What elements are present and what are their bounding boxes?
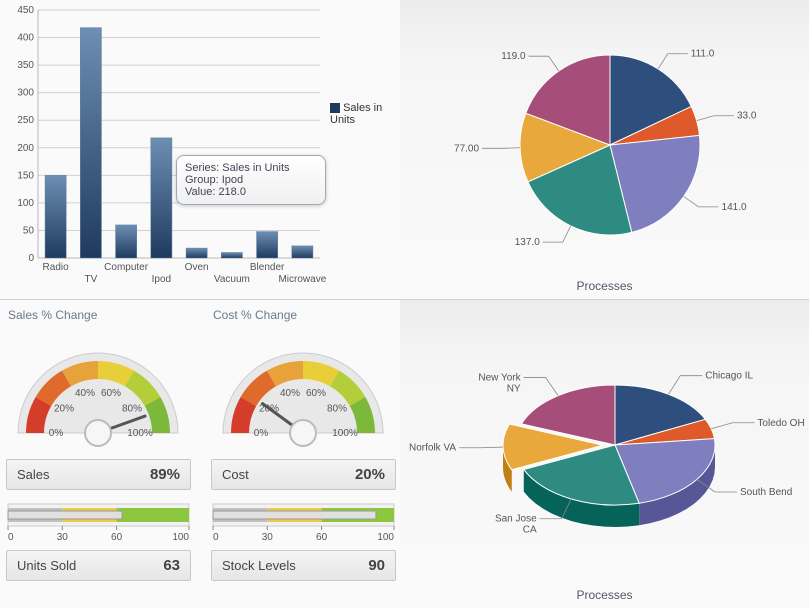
- pie-chart-2: Chicago IL Toledo OH South Bend San JoseCA N…: [400, 300, 809, 608]
- bar-chart: 0 50 100 150 200 250 300 350 400 450 Radio TV Comput…: [0, 0, 400, 300]
- svg-text:100%: 100%: [127, 428, 153, 439]
- svg-text:100: 100: [377, 532, 394, 543]
- cost-gauge-title: Cost % Change: [213, 308, 396, 322]
- svg-text:200: 200: [17, 143, 34, 154]
- svg-text:San Jose: San Jose: [495, 514, 537, 525]
- svg-text:60%: 60%: [306, 388, 326, 399]
- cost-value: 20%: [355, 466, 385, 483]
- svg-text:100: 100: [17, 198, 34, 209]
- tooltip-series: Series: Sales in Units: [185, 162, 317, 174]
- stock-value: 90: [368, 557, 385, 574]
- stock-label: Stock Levels: [222, 558, 296, 573]
- svg-text:0: 0: [213, 532, 219, 543]
- bar-legend: Sales in Units: [330, 102, 400, 126]
- svg-text:New York: New York: [478, 373, 521, 384]
- svg-text:0%: 0%: [254, 428, 269, 439]
- svg-text:111.0: 111.0: [691, 49, 715, 60]
- svg-text:60: 60: [316, 532, 328, 543]
- svg-text:0: 0: [28, 253, 34, 264]
- units-value: 63: [163, 557, 180, 574]
- cost-readout: Cost 20%: [211, 459, 396, 490]
- svg-text:40%: 40%: [280, 388, 300, 399]
- sales-gauge: Sales % Change 0% 20%40% 60%80% 100% Sales …: [6, 304, 191, 490]
- pie2-title: Processes: [400, 588, 809, 602]
- svg-text:Ipod: Ipod: [152, 274, 171, 285]
- svg-text:77.00: 77.00: [454, 143, 479, 154]
- gauges-panel: Sales % Change 0%20%40%60%80%100% Sales …: [0, 300, 400, 608]
- sales-readout: Sales 89%: [6, 459, 191, 490]
- svg-text:Microwave: Microwave: [278, 274, 326, 285]
- svg-text:Toledo OH: Toledo OH: [757, 418, 804, 429]
- cost-label: Cost: [222, 467, 249, 482]
- svg-text:33.0: 33.0: [737, 111, 757, 122]
- svg-text:Computer: Computer: [104, 262, 149, 273]
- sales-label: Sales: [17, 467, 50, 482]
- units-bullet: 0 30 60 100 Units Sold 63: [6, 502, 191, 581]
- pie-chart-1: 111.0 33.0 141.0 137.0 77.00 119.0 Processes: [400, 0, 809, 299]
- sales-value: 89%: [150, 466, 180, 483]
- svg-text:300: 300: [17, 88, 34, 99]
- svg-text:60: 60: [111, 532, 123, 543]
- svg-text:400: 400: [17, 33, 34, 44]
- svg-text:137.0: 137.0: [515, 237, 540, 248]
- svg-text:Oven: Oven: [185, 262, 209, 273]
- svg-text:100: 100: [172, 532, 189, 543]
- legend-swatch: [330, 103, 340, 113]
- svg-text:50: 50: [23, 225, 35, 236]
- svg-text:250: 250: [17, 115, 34, 126]
- svg-text:30: 30: [262, 532, 274, 543]
- svg-text:Chicago IL: Chicago IL: [705, 371, 753, 382]
- svg-text:0: 0: [8, 532, 14, 543]
- svg-text:TV: TV: [84, 274, 97, 285]
- svg-text:Vacuum: Vacuum: [214, 274, 250, 285]
- units-readout: Units Sold 63: [6, 550, 191, 581]
- svg-text:450: 450: [17, 5, 34, 16]
- svg-text:350: 350: [17, 60, 34, 71]
- svg-text:South Bend: South Bend: [740, 487, 792, 498]
- cost-gauge: Cost % Change 0% 20% 40% 60%80% 100% Cost 20…: [211, 304, 396, 490]
- svg-text:119.0: 119.0: [501, 51, 526, 62]
- svg-text:Blender: Blender: [250, 262, 285, 273]
- svg-text:Norfolk VA: Norfolk VA: [409, 443, 456, 454]
- svg-text:150: 150: [17, 170, 34, 181]
- svg-text:80%: 80%: [122, 403, 142, 414]
- stock-readout: Stock Levels 90: [211, 550, 396, 581]
- svg-text:100%: 100%: [332, 428, 358, 439]
- units-label: Units Sold: [17, 558, 76, 573]
- tooltip-group: Group: Ipod: [185, 174, 317, 186]
- tooltip-value: Value: 218.0: [185, 186, 317, 198]
- svg-text:60%: 60%: [101, 388, 121, 399]
- stock-bullet: 0 30 60 100 Stock Levels 90: [211, 502, 396, 581]
- svg-text:40%: 40%: [75, 388, 95, 399]
- svg-text:NY: NY: [507, 384, 521, 395]
- pie1-title: Processes: [400, 279, 809, 293]
- svg-text:0%: 0%: [49, 428, 64, 439]
- svg-text:Radio: Radio: [43, 262, 70, 273]
- svg-text:80%: 80%: [327, 403, 347, 414]
- svg-text:20%: 20%: [54, 403, 74, 414]
- sales-gauge-title: Sales % Change: [8, 308, 191, 322]
- svg-text:CA: CA: [523, 525, 537, 536]
- svg-text:141.0: 141.0: [722, 202, 747, 213]
- bar-tooltip: Series: Sales in Units Group: Ipod Value…: [176, 155, 326, 205]
- svg-text:30: 30: [57, 532, 69, 543]
